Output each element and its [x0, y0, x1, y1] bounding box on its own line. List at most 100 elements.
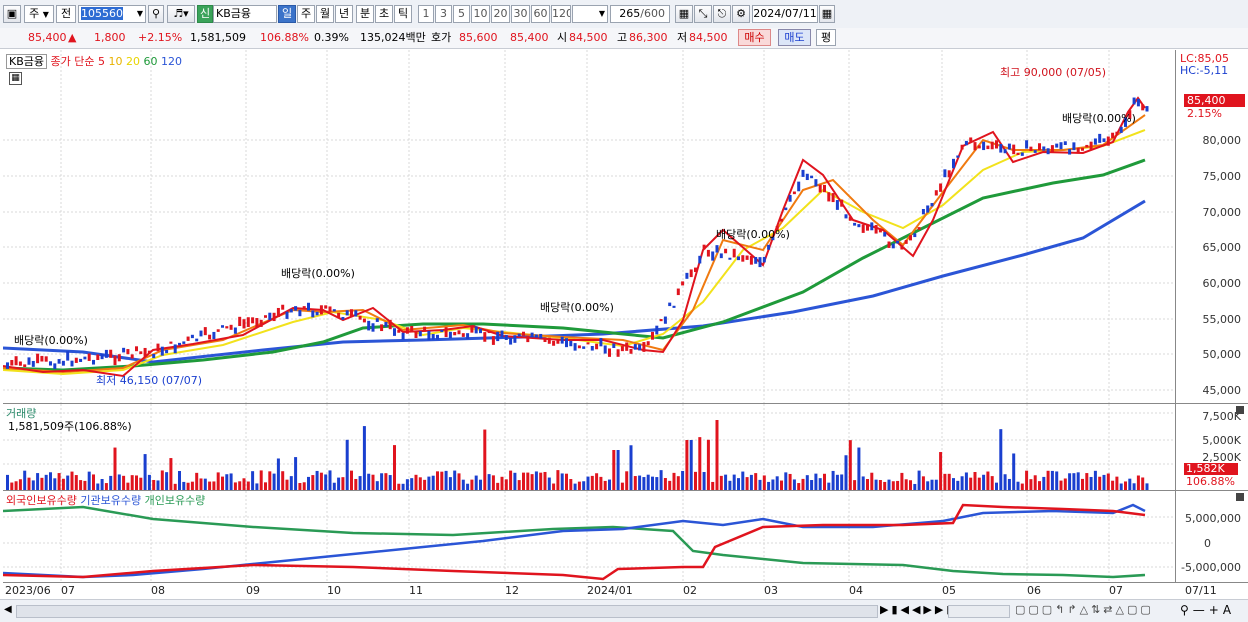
blank-select[interactable]: ▼: [572, 5, 608, 23]
holder-panel[interactable]: 외국인보유수량 기관보유수량 개인보유수량: [3, 491, 1175, 583]
candle: [147, 350, 151, 354]
volume-bar: [405, 479, 409, 490]
search-icon[interactable]: ⚲: [148, 5, 164, 23]
candle: [517, 333, 521, 337]
period-2-button[interactable]: 월: [316, 5, 334, 23]
count-field[interactable]: 265/600: [610, 5, 670, 23]
quote-bar: 85,400 ▲ 1,800 +2.15% 1,581,509 106.88% …: [0, 28, 1248, 49]
candle: [461, 333, 465, 337]
ask-label: 호가: [431, 31, 452, 44]
candle: [573, 343, 577, 351]
volume-bar: [960, 476, 964, 490]
close-icon[interactable]: [1236, 406, 1244, 414]
candle: [165, 349, 169, 354]
type-select[interactable]: 주 ▼: [24, 5, 54, 23]
volume-panel[interactable]: 거래량 1,581,509주(106.88%): [3, 404, 1175, 491]
chart-tool-icon[interactable]: ▦: [675, 5, 693, 23]
candle: [1050, 145, 1054, 153]
change: 1,800: [94, 31, 126, 44]
candle: [307, 302, 310, 311]
volume: 1,581,509: [190, 31, 246, 44]
volume-bar: [947, 473, 951, 490]
scrollbar[interactable]: [16, 605, 878, 618]
candle: [964, 140, 968, 146]
volume-bar: [792, 479, 796, 490]
interval-1-button[interactable]: 1: [418, 5, 434, 23]
period-3-button[interactable]: 년: [335, 5, 353, 23]
zoom-controls[interactable]: ⚲—+A: [1180, 603, 1236, 617]
volume-bar: [513, 472, 517, 490]
candle: [1106, 136, 1110, 146]
interval-20-button[interactable]: 20: [491, 5, 510, 23]
buy-button[interactable]: 매수: [738, 29, 771, 46]
volume-bar: [835, 474, 839, 490]
close-icon[interactable]: [1236, 493, 1244, 501]
candle: [92, 359, 95, 365]
period-4-button[interactable]: 분: [356, 5, 374, 23]
interval-5-button[interactable]: 5: [453, 5, 470, 23]
x-end-label: 07/11: [1185, 584, 1217, 597]
interval-120-button[interactable]: 120: [551, 5, 571, 23]
code-input[interactable]: 105560 ▼: [78, 5, 146, 23]
candle: [534, 334, 538, 338]
volume-bar: [165, 472, 169, 490]
dividend-label-3: 배당락(0.00%): [540, 301, 614, 314]
interval-10-button[interactable]: 10: [471, 5, 490, 23]
volume-bar: [61, 478, 65, 490]
volume-ratio: 106.88%: [260, 31, 309, 44]
period-5-button[interactable]: 초: [375, 5, 393, 23]
date-field[interactable]: 2024/07/11: [752, 5, 818, 23]
volume-bar: [380, 473, 384, 490]
volume-bar: [470, 479, 474, 490]
calendar-icon[interactable]: ▦: [819, 5, 835, 23]
zoom-slider[interactable]: [948, 605, 1010, 618]
table-icon[interactable]: ▦: [9, 72, 22, 85]
low-price: 84,500: [689, 31, 728, 44]
volume-bar: [10, 482, 14, 490]
gear-icon[interactable]: ⚙: [732, 5, 750, 23]
candle: [496, 331, 500, 342]
scroll-left-icon[interactable]: ◀: [4, 604, 12, 615]
save-icon[interactable]: ⎋: [713, 5, 731, 23]
candle: [1098, 133, 1102, 143]
candle: [526, 335, 530, 343]
draw-tool-icon[interactable]: ⤡: [694, 5, 712, 23]
candle: [853, 222, 857, 226]
interval-30-button[interactable]: 30: [511, 5, 530, 23]
stock-name-field[interactable]: KB금융: [213, 5, 277, 23]
menu-icon[interactable]: ▣: [3, 5, 21, 23]
period-1-button[interactable]: 주: [297, 5, 315, 23]
volume-bar: [461, 479, 465, 490]
candle: [40, 355, 44, 362]
period-0-button[interactable]: 일: [278, 5, 296, 23]
volume-bar: [182, 481, 186, 490]
candle: [135, 346, 138, 352]
volume-bar: [539, 472, 543, 490]
price-ytick: 75,000: [1202, 170, 1242, 183]
high-price: 86,300: [629, 31, 668, 44]
price-chart-panel[interactable]: KB금융 종가 단순 5 10 20 60 120 ▦ 최고 90,000 (0…: [3, 50, 1175, 404]
volume-bar: [1072, 473, 1076, 490]
volume-bar: [345, 439, 349, 490]
drawing-tools[interactable]: ▢▢▢↰↱△⇅⇄△▢▢: [1015, 603, 1154, 616]
high-note: 최고 90,000 (07/05): [1000, 66, 1107, 79]
dividend-label-5: 배당락(0.00%): [1062, 112, 1136, 125]
candle: [1124, 117, 1127, 127]
volume-bar: [702, 471, 706, 490]
period-6-button[interactable]: 틱: [394, 5, 412, 23]
holder-ytick: 0: [1204, 537, 1211, 550]
candle: [470, 326, 474, 333]
sell-button[interactable]: 매도: [778, 29, 811, 46]
nav-controls[interactable]: ▶▮◀◀▶▶▮: [880, 603, 956, 616]
candle: [1145, 106, 1149, 112]
volume-bar: [367, 473, 371, 490]
volume-bar: [1089, 476, 1093, 490]
type-select-2[interactable]: 전: [56, 5, 76, 23]
interval-60-button[interactable]: 60: [531, 5, 550, 23]
candle: [87, 353, 91, 361]
speaker-icon[interactable]: ♬▾: [167, 5, 195, 23]
interval-3-button[interactable]: 3: [435, 5, 452, 23]
candle: [431, 334, 435, 340]
eval-button[interactable]: 평: [816, 29, 836, 46]
volume-bar: [599, 476, 603, 490]
